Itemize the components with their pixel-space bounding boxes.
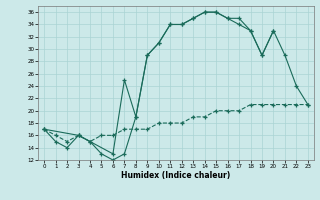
X-axis label: Humidex (Indice chaleur): Humidex (Indice chaleur) (121, 171, 231, 180)
